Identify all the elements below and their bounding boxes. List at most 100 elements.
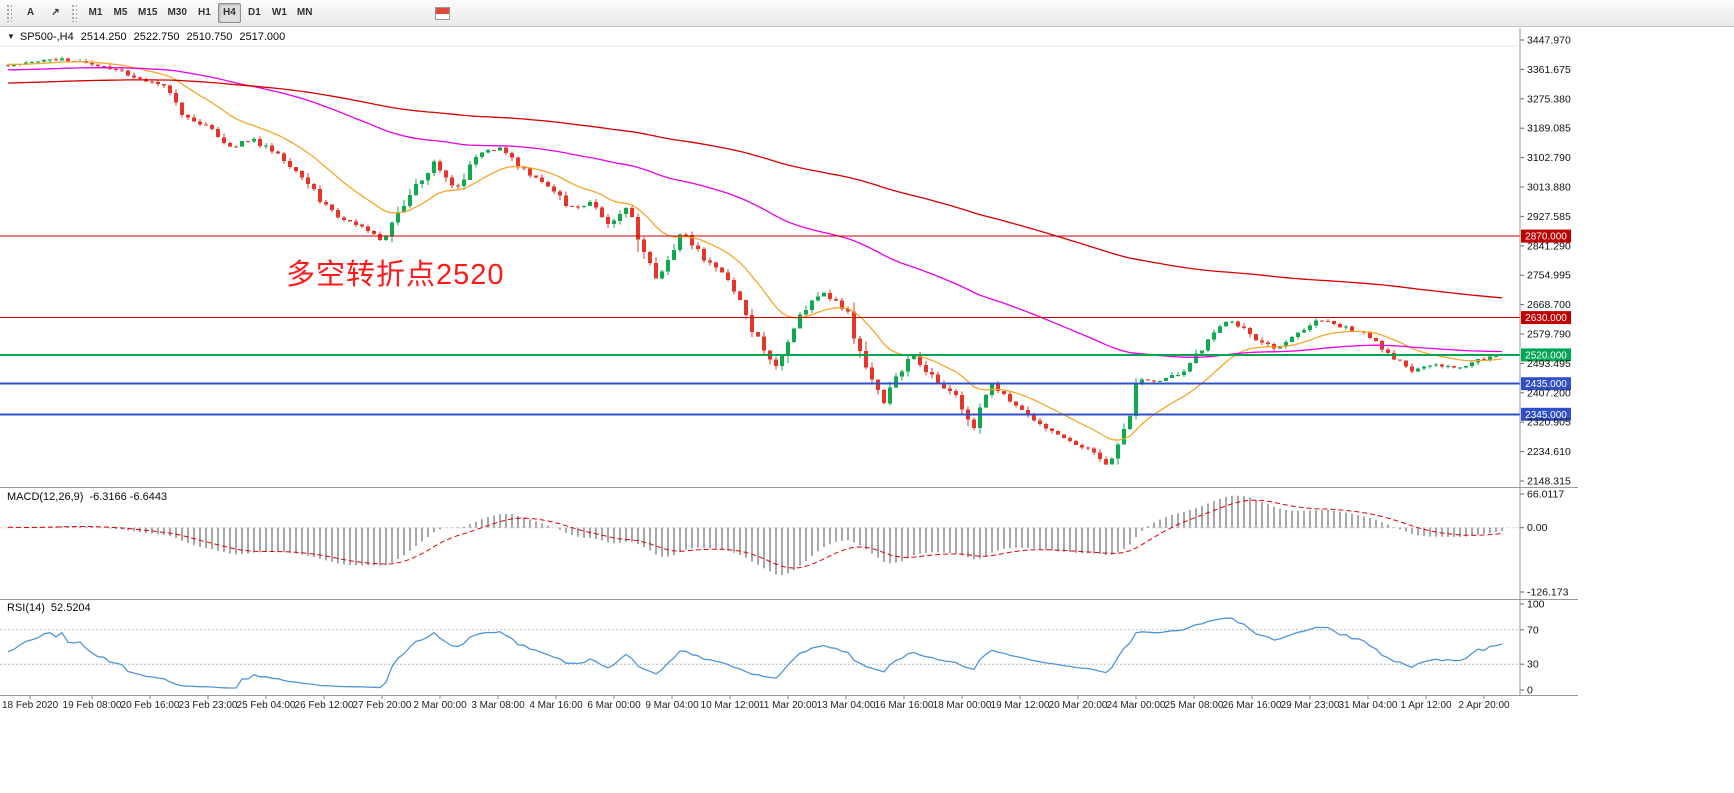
- time-axis-label: 6 Mar 00:00: [587, 700, 641, 711]
- time-axis-label: 25 Mar 08:00: [1165, 700, 1224, 711]
- time-axis-label: 18 Mar 00:00: [933, 700, 992, 711]
- price-axis-label: 2407.200: [1527, 387, 1571, 399]
- slow-ma: [7, 79, 1503, 299]
- time-axis-label: 3 Mar 08:00: [471, 700, 525, 711]
- fast-ma: [7, 61, 1503, 441]
- time-axis-label: 20 Feb 16:00: [121, 700, 180, 711]
- time-axis-label: 27 Feb 20:00: [353, 700, 412, 711]
- macd-indicator-label: MACD(12,26,9) -6.3166 -6.6443: [7, 491, 167, 503]
- time-axis-label: 26 Mar 16:00: [1223, 700, 1282, 711]
- moving-averages-layer: [7, 61, 1503, 441]
- price-axis-label: 2927.585: [1527, 211, 1571, 223]
- svg-text:2520.000: 2520.000: [1525, 350, 1567, 361]
- price-axis-label: 3361.675: [1527, 64, 1571, 76]
- timeframe-m5-button[interactable]: M5: [109, 3, 132, 23]
- ohlc-low: 2510.750: [186, 31, 233, 43]
- toolbar-drag-handle[interactable]: [6, 4, 12, 22]
- price-axis-label: 3189.085: [1527, 123, 1571, 135]
- price-axis-label: 3447.970: [1527, 35, 1571, 47]
- time-axis-label: 9 Mar 04:00: [645, 700, 699, 711]
- timeframe-m15-button[interactable]: M15: [134, 3, 161, 23]
- hlines-layer[interactable]: [0, 235, 1520, 416]
- time-axis-label: 26 Feb 12:00: [295, 700, 354, 711]
- time-axis-label: 20 Mar 20:00: [1049, 700, 1108, 711]
- timeframe-w1-button[interactable]: W1: [268, 3, 291, 23]
- timeframe-h4-button[interactable]: H4: [217, 3, 241, 23]
- rsi-indicator-label: RSI(14) 52.5204: [7, 602, 91, 614]
- price-axis-label: 2579.790: [1527, 329, 1571, 341]
- text-tool-button[interactable]: A: [19, 3, 42, 23]
- price-tag[interactable]: 2630.000: [1521, 311, 1571, 325]
- price-tag[interactable]: 2520.000: [1521, 348, 1571, 362]
- macd-name: MACD(12,26,9): [7, 491, 84, 503]
- chart-menu-arrow-icon[interactable]: ▼: [7, 32, 15, 41]
- timeframe-mn-button[interactable]: MN: [293, 3, 317, 23]
- time-axis-label: 25 Feb 04:00: [237, 700, 296, 711]
- rsi-pane: [0, 617, 1520, 689]
- time-axis-label: 4 Mar 16:00: [529, 700, 583, 711]
- macd-scale-label: -126.173: [1527, 587, 1569, 599]
- symbol-period-label: SP500-,H4: [19, 31, 74, 43]
- rsi-value: 52.5204: [50, 602, 91, 614]
- misc-toolbar-icon[interactable]: [435, 6, 451, 20]
- price-axis-label: 3013.880: [1527, 182, 1571, 194]
- macd-values: -6.3166 -6.6443: [89, 491, 168, 503]
- time-axis-label: 29 Mar 23:00: [1281, 700, 1340, 711]
- price-axis-label: 2668.700: [1527, 299, 1571, 311]
- timeframe-h1-button[interactable]: H1: [193, 3, 216, 23]
- time-axis-label: 31 Mar 04:00: [1339, 700, 1398, 711]
- price-tag[interactable]: 2870.000: [1521, 229, 1571, 243]
- macd-pane: [0, 495, 1520, 575]
- price-axis-label: 2754.995: [1527, 270, 1571, 282]
- rsi-scale-label: 100: [1527, 599, 1545, 611]
- time-axis-label: 16 Mar 16:00: [875, 700, 934, 711]
- time-axis-label: 11 Mar 20:00: [759, 700, 818, 711]
- time-axis-label: 24 Mar 00:00: [1107, 700, 1166, 711]
- svg-text:2870.000: 2870.000: [1525, 232, 1567, 243]
- timeframe-m1-button[interactable]: M1: [84, 3, 107, 23]
- price-tag[interactable]: 2435.000: [1521, 377, 1571, 391]
- candles-layer: [6, 56, 1504, 466]
- ohlc-high: 2522.750: [133, 31, 180, 43]
- svg-text:2345.000: 2345.000: [1525, 410, 1567, 421]
- macd-signal-line: [7, 499, 1503, 569]
- price-axis-label: 2841.290: [1527, 240, 1571, 252]
- macd-scale-label: 66.0117: [1527, 489, 1564, 501]
- time-axis-label: 19 Feb 08:00: [63, 700, 122, 711]
- time-axis-label: 10 Mar 12:00: [701, 700, 760, 711]
- time-axis-label: 23 Feb 23:00: [179, 700, 238, 711]
- svg-text:2435.000: 2435.000: [1525, 379, 1567, 390]
- price-axis-label: 2148.315: [1527, 476, 1571, 488]
- ohlc-close: 2517.000: [239, 31, 286, 43]
- arrow-tool-button[interactable]: ↗: [44, 3, 67, 23]
- time-axis-label: 19 Mar 12:00: [991, 700, 1050, 711]
- time-axis-label: 2 Apr 20:00: [1458, 700, 1510, 711]
- timeframe-m30-button[interactable]: M30: [163, 3, 190, 23]
- price-axis-label: 2493.495: [1527, 358, 1571, 370]
- time-axis-label: 18 Feb 2020: [2, 700, 59, 711]
- rsi-scale-label: 70: [1527, 624, 1539, 636]
- rsi-scale-label: 30: [1527, 659, 1539, 671]
- toolbar-drag-handle[interactable]: [71, 4, 77, 22]
- rsi-line: [7, 617, 1503, 689]
- svg-text:2630.000: 2630.000: [1525, 313, 1567, 324]
- price-axis-label: 3275.380: [1527, 93, 1571, 105]
- toolbar: A ↗ M1 M5 M15 M30 H1 H4 D1 W1 MN: [0, 0, 1734, 27]
- timeframe-d1-button[interactable]: D1: [243, 3, 266, 23]
- rsi-scale-label: 0: [1527, 685, 1533, 697]
- price-axis-label: 2234.610: [1527, 446, 1571, 458]
- medium-ma: [7, 67, 1502, 358]
- macd-scale-label: 0.00: [1527, 522, 1548, 534]
- axes-layer: 2870.000 2630.000 2520.000 2435.000 2345.000…: [0, 28, 1578, 711]
- chart-symbol-header: ▼ SP500-,H4 2514.250 2522.750 2510.750 2517.0…: [7, 31, 285, 43]
- price-axis-label: 3102.790: [1527, 152, 1571, 164]
- price-tag[interactable]: 2345.000: [1521, 407, 1571, 421]
- chart-annotation-text[interactable]: 多空转折点2520: [286, 259, 505, 291]
- time-axis-label: 13 Mar 04:00: [817, 700, 876, 711]
- rsi-name: RSI(14): [7, 602, 45, 614]
- ohlc-open: 2514.250: [80, 31, 127, 43]
- time-axis-label: 2 Mar 00:00: [413, 700, 467, 711]
- time-axis-label: 1 Apr 12:00: [1400, 700, 1452, 711]
